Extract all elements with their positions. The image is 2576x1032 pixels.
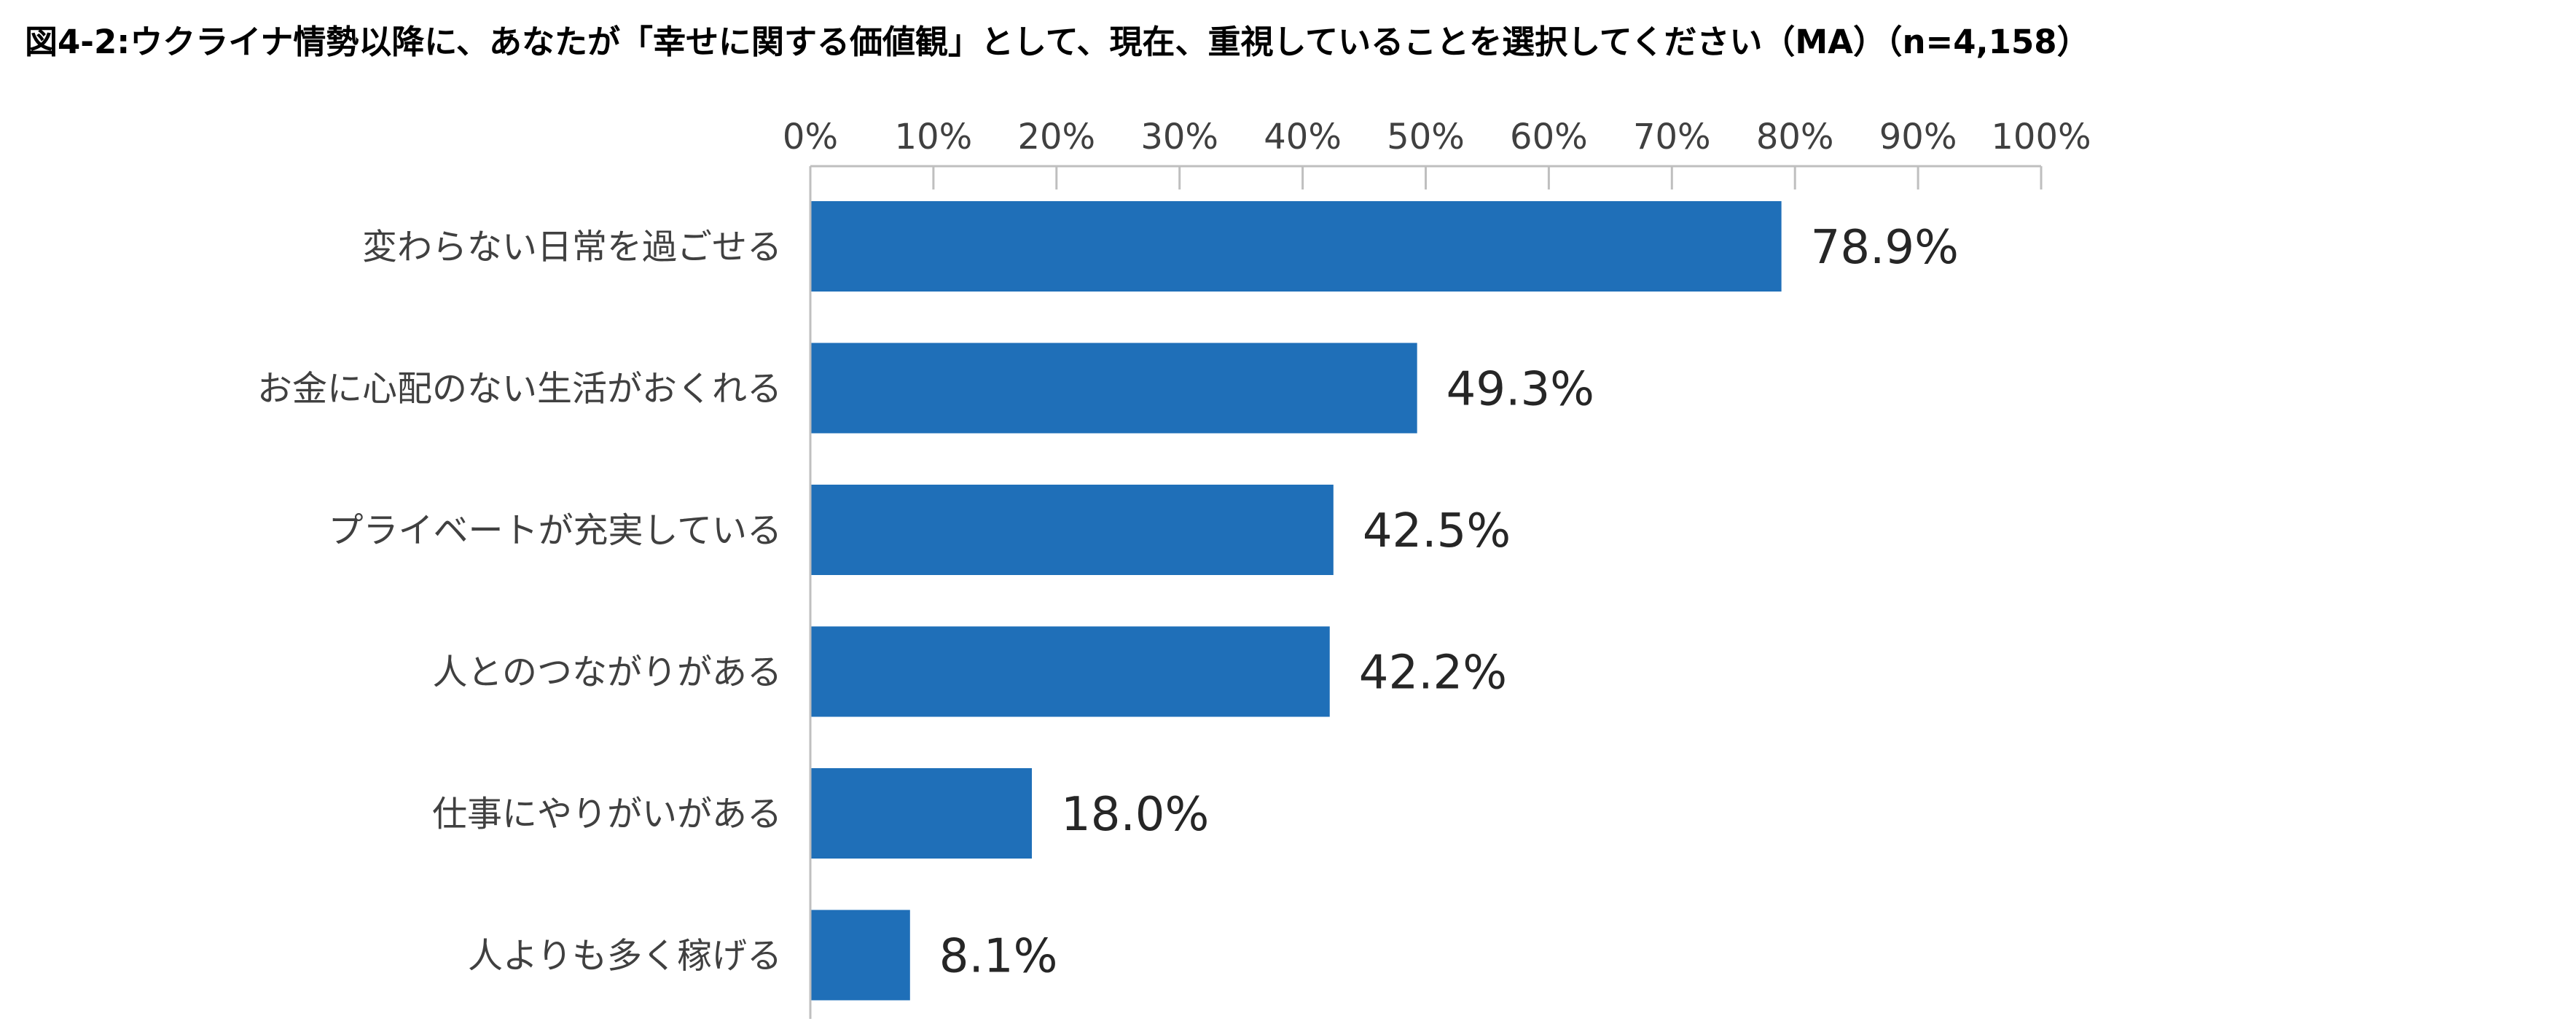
- data-label: 8.1%: [939, 930, 1058, 984]
- category-label: 仕事にやりがいがある: [432, 794, 782, 834]
- x-tick-label: 10%: [895, 117, 973, 157]
- x-tick-label: 30%: [1140, 117, 1218, 157]
- x-tick-label: 70%: [1633, 117, 1711, 157]
- bar: [811, 485, 1334, 575]
- bar: [811, 768, 1033, 859]
- data-labels: 78.9% 49.3% 42.5% 42.2% 18.0% 8.1%: [939, 221, 1959, 984]
- x-tick-label: 60%: [1510, 117, 1588, 157]
- bar: [811, 626, 1330, 717]
- bar: [811, 201, 1782, 292]
- x-tick-label: 100%: [1991, 117, 2091, 157]
- data-label: 42.2%: [1359, 646, 1507, 700]
- category-label: プライベートが充実している: [328, 510, 782, 551]
- x-axis: 0% 10% 20% 30% 40% 50% 60% 70% 80% 90% 100%: [783, 117, 2091, 1019]
- category-labels: 変わらない日常を過ごせるお金に心配のない生活がおくれるプライベートが充実している…: [257, 227, 782, 977]
- category-label: 変わらない日常を過ごせる: [362, 227, 782, 267]
- x-tick-label: 0%: [783, 117, 838, 157]
- bars: [811, 201, 1782, 1001]
- x-tick-label: 50%: [1387, 117, 1465, 157]
- category-label: お金に心配のない生活がおくれる: [257, 369, 782, 410]
- bar: [811, 910, 910, 1001]
- data-label: 42.5%: [1363, 504, 1511, 558]
- data-label: 78.9%: [1811, 221, 1959, 275]
- data-label: 18.0%: [1061, 788, 1209, 842]
- x-tick-label: 40%: [1264, 117, 1342, 157]
- x-tick-label: 90%: [1879, 117, 1957, 157]
- x-tick-label: 20%: [1017, 117, 1095, 157]
- category-label: 人とのつながりがある: [432, 652, 782, 693]
- x-tick-label: 80%: [1756, 117, 1834, 157]
- bar: [811, 343, 1417, 434]
- category-label: 人よりも多く稼げる: [468, 936, 782, 977]
- chart-title: 図4-2:ウクライナ情勢以降に、あなたが「幸せに関する価値観」として、現在、重視…: [25, 23, 2090, 61]
- data-label: 49.3%: [1446, 363, 1594, 417]
